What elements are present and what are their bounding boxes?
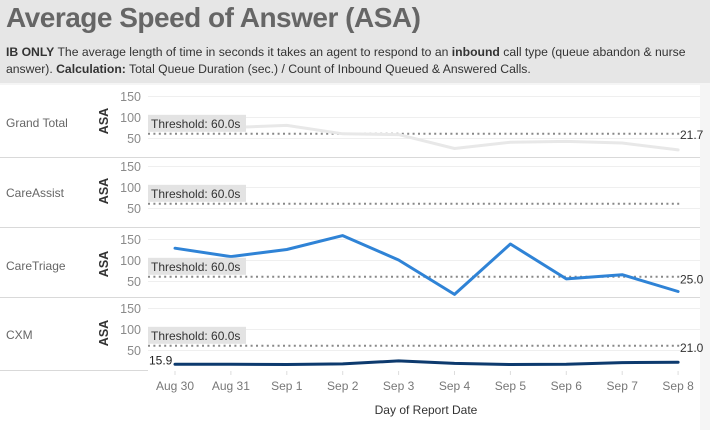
y-tick-label: 150: [120, 233, 141, 247]
y-tick-label: 50: [127, 344, 141, 358]
page-title: Average Speed of Answer (ASA): [6, 2, 421, 33]
x-tick-label: Sep 5: [495, 379, 527, 393]
x-tick-label: Sep 3: [383, 379, 415, 393]
y-tick-label: 50: [127, 202, 141, 216]
start-value-label: 15.9: [149, 353, 173, 367]
y-tick-label: 100: [120, 254, 141, 268]
y-axis-label: ASA: [97, 320, 111, 346]
y-tick-label: 100: [120, 111, 141, 125]
threshold-label-bg: [148, 184, 246, 202]
chart-description: IB ONLY The average length of time in se…: [6, 44, 706, 78]
x-tick-label: Aug 31: [212, 379, 250, 393]
x-tick-label: Aug 30: [156, 379, 194, 393]
series-line[interactable]: [173, 359, 680, 366]
ib-only-label: IB ONLY: [6, 45, 55, 59]
y-tick-label: 150: [120, 302, 141, 316]
row-header[interactable]: CareAssist: [6, 186, 65, 200]
y-tick-label: 50: [127, 275, 141, 289]
end-value-label: 21.0: [680, 341, 704, 355]
threshold-label-bg: [148, 326, 246, 344]
x-tick-label: Sep 2: [327, 379, 359, 393]
y-axis-label: ASA: [97, 178, 111, 204]
y-axis-label: ASA: [97, 251, 111, 277]
panel-caretriage: 50 100 150 CareTriage ASA Threshold: 60.0s 25.…: [0, 233, 704, 298]
threshold-label: Threshold: 60.0s: [151, 260, 240, 274]
row-header[interactable]: CareTriage: [6, 259, 66, 273]
panel-careassist: 50 100 150 CareAssist ASA Threshold: 60.0s: [0, 160, 700, 228]
threshold-label: Threshold: 60.0s: [151, 329, 240, 343]
desc-text-3: Total Queue Duration (sec.) / Count of I…: [125, 62, 531, 76]
x-axis-title: Day of Report Date: [375, 403, 478, 417]
y-tick-label: 150: [120, 90, 141, 104]
x-axis: Aug 30 Aug 31 Sep 1 Sep 2 Sep 3 Sep 4 Sep 5 Sep…: [156, 371, 694, 417]
series-line[interactable]: [173, 123, 680, 152]
end-value-label: 25.0: [680, 273, 704, 287]
inbound-label: inbound: [451, 45, 500, 59]
dashboard-header: Average Speed of Answer (ASA) IB ONLY Th…: [0, 0, 710, 83]
y-tick-label: 50: [127, 132, 141, 146]
desc-text-1: The average length of time in seconds it…: [54, 45, 452, 59]
panel-cxm: 50 100 150 CXM ASA Threshold: 60.0s 21.0 15.9: [0, 302, 704, 371]
scrollbar-gutter: [700, 85, 710, 430]
row-header[interactable]: Grand Total: [6, 116, 68, 130]
threshold-label: Threshold: 60.0s: [151, 187, 240, 201]
desc-text-2: call type (queue abandon & nurse answer)…: [6, 45, 686, 76]
threshold-label-bg: [148, 114, 246, 132]
threshold-label: Threshold: 60.0s: [151, 117, 240, 131]
y-axis-label: ASA: [97, 108, 111, 134]
x-tick-label: Sep 8: [662, 379, 694, 393]
y-tick-label: 100: [120, 181, 141, 195]
row-header[interactable]: CXM: [6, 328, 33, 342]
y-tick-label: 150: [120, 160, 141, 174]
panel-grand-total: 50 100 150 Grand Total ASA Threshold: 60.0s 21…: [0, 90, 704, 158]
x-tick-label: Sep 4: [439, 379, 471, 393]
x-tick-label: Sep 1: [271, 379, 303, 393]
end-value-label: 21.7: [680, 128, 704, 142]
calculation-label: Calculation:: [56, 62, 126, 76]
series-line[interactable]: [173, 234, 680, 296]
threshold-label-bg: [148, 257, 246, 275]
x-tick-label: Sep 7: [607, 379, 639, 393]
y-tick-label: 100: [120, 323, 141, 337]
x-tick-label: Sep 6: [551, 379, 583, 393]
